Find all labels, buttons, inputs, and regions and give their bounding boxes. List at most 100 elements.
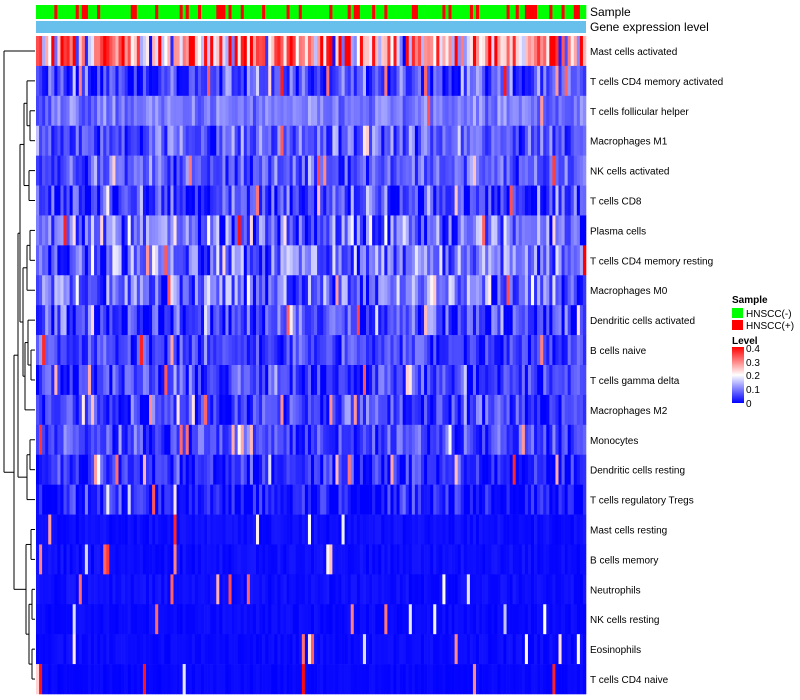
heatmap-cell [51, 424, 55, 456]
heatmap-cell [521, 155, 526, 186]
heatmap-cell [491, 604, 495, 635]
heatmap-cell [121, 394, 125, 426]
heatmap-cell [182, 604, 187, 635]
row-label: NK cells resting [590, 615, 659, 626]
heatmap-cell [399, 454, 403, 485]
heatmap-cell [146, 305, 150, 336]
heatmap-cell [228, 95, 232, 127]
heatmap-cell [362, 514, 367, 545]
heatmap-cell [127, 245, 132, 276]
heatmap-cell [127, 36, 132, 67]
heatmap-cell [421, 125, 425, 156]
heatmap-cell [237, 125, 242, 156]
heatmap-cell [414, 574, 419, 605]
heatmap-cell [463, 424, 468, 456]
heatmap-cell [109, 95, 113, 127]
heatmap-cell [454, 424, 458, 456]
heatmap-cell [384, 394, 388, 426]
heatmap-cell [97, 394, 101, 426]
heatmap-cell [399, 634, 403, 665]
heatmap-cell [133, 634, 138, 665]
heatmap-cell [234, 275, 238, 306]
heatmap-cell [252, 335, 257, 366]
heatmap-cell [430, 634, 434, 665]
heatmap-cell [57, 604, 61, 635]
heatmap-cell [204, 155, 208, 186]
heatmap-cell [152, 125, 156, 156]
heatmap-cell [543, 365, 547, 396]
heatmap-cell [436, 95, 440, 127]
heatmap-cell [81, 215, 86, 246]
heatmap-cell [307, 95, 312, 127]
heatmap-cell [399, 275, 403, 306]
heatmap-cell [133, 125, 138, 156]
heatmap-cell [472, 484, 477, 515]
heatmap-cell [81, 634, 86, 665]
heatmap-cell [408, 604, 413, 635]
heatmap-cell [558, 215, 562, 246]
heatmap-cell [48, 604, 52, 635]
heatmap-cell [430, 215, 434, 246]
heatmap-cell [194, 185, 199, 216]
sample-annotation-cell [231, 5, 235, 19]
heatmap-cell [124, 155, 128, 186]
heatmap-cell [570, 424, 575, 456]
heatmap-cell [283, 335, 287, 366]
sample-annotation-cell [94, 5, 98, 19]
heatmap-cell [57, 544, 61, 575]
heatmap-cell [213, 484, 217, 515]
heatmap-cell [424, 365, 428, 396]
heatmap-cell [390, 95, 394, 127]
heatmap-cell [469, 514, 474, 545]
heatmap-cell [576, 65, 581, 97]
heatmap-cell [222, 305, 226, 336]
sample-annotation-cell [173, 5, 177, 19]
heatmap-cell [81, 484, 86, 515]
heatmap-cell [445, 36, 449, 67]
heatmap-cell [506, 454, 510, 485]
heatmap-cell [509, 335, 513, 366]
heatmap-cell [301, 305, 306, 336]
heatmap-cell [304, 664, 309, 695]
heatmap-cell [69, 634, 73, 665]
heatmap-cell [457, 574, 462, 605]
heatmap-cell [558, 305, 562, 336]
heatmap-cell [100, 36, 104, 67]
heatmap-cell [497, 36, 501, 67]
heatmap-cell [265, 514, 269, 545]
heatmap-cell [564, 604, 568, 635]
heatmap-cell [396, 365, 400, 396]
legend-label-hnscc-neg: HNSCC(-) [746, 309, 792, 320]
heatmap-cell [51, 544, 55, 575]
heatmap-cell [531, 544, 535, 575]
heatmap-cell [326, 664, 330, 695]
heatmap-cell [277, 454, 281, 485]
heatmap-cell [237, 544, 242, 575]
heatmap-cell [314, 365, 318, 396]
heatmap-cell [265, 305, 269, 336]
heatmap-cell [130, 36, 135, 67]
heatmap-cell [372, 454, 376, 485]
heatmap-cell [314, 245, 318, 276]
heatmap-cell [369, 185, 373, 216]
heatmap-cell [81, 424, 86, 456]
heatmap-cell [36, 514, 40, 545]
heatmap-cell [515, 125, 520, 156]
heatmap-cell [506, 125, 510, 156]
heatmap-cell [173, 155, 177, 186]
heatmap-cell [531, 275, 535, 306]
heatmap-cell [439, 335, 443, 366]
heatmap-cell [109, 275, 113, 306]
sample-annotation-cell [301, 5, 306, 19]
heatmap-cell [457, 155, 462, 186]
heatmap-cell [259, 305, 263, 336]
heatmap-cell [335, 365, 339, 396]
heatmap-cell [139, 185, 144, 216]
heatmap-cell [408, 514, 413, 545]
heatmap-cell [509, 305, 513, 336]
heatmap-cell [485, 484, 489, 515]
heatmap-cell [534, 125, 538, 156]
heatmap-cell [396, 394, 400, 426]
heatmap-cell [402, 155, 407, 186]
heatmap-cell [97, 365, 101, 396]
